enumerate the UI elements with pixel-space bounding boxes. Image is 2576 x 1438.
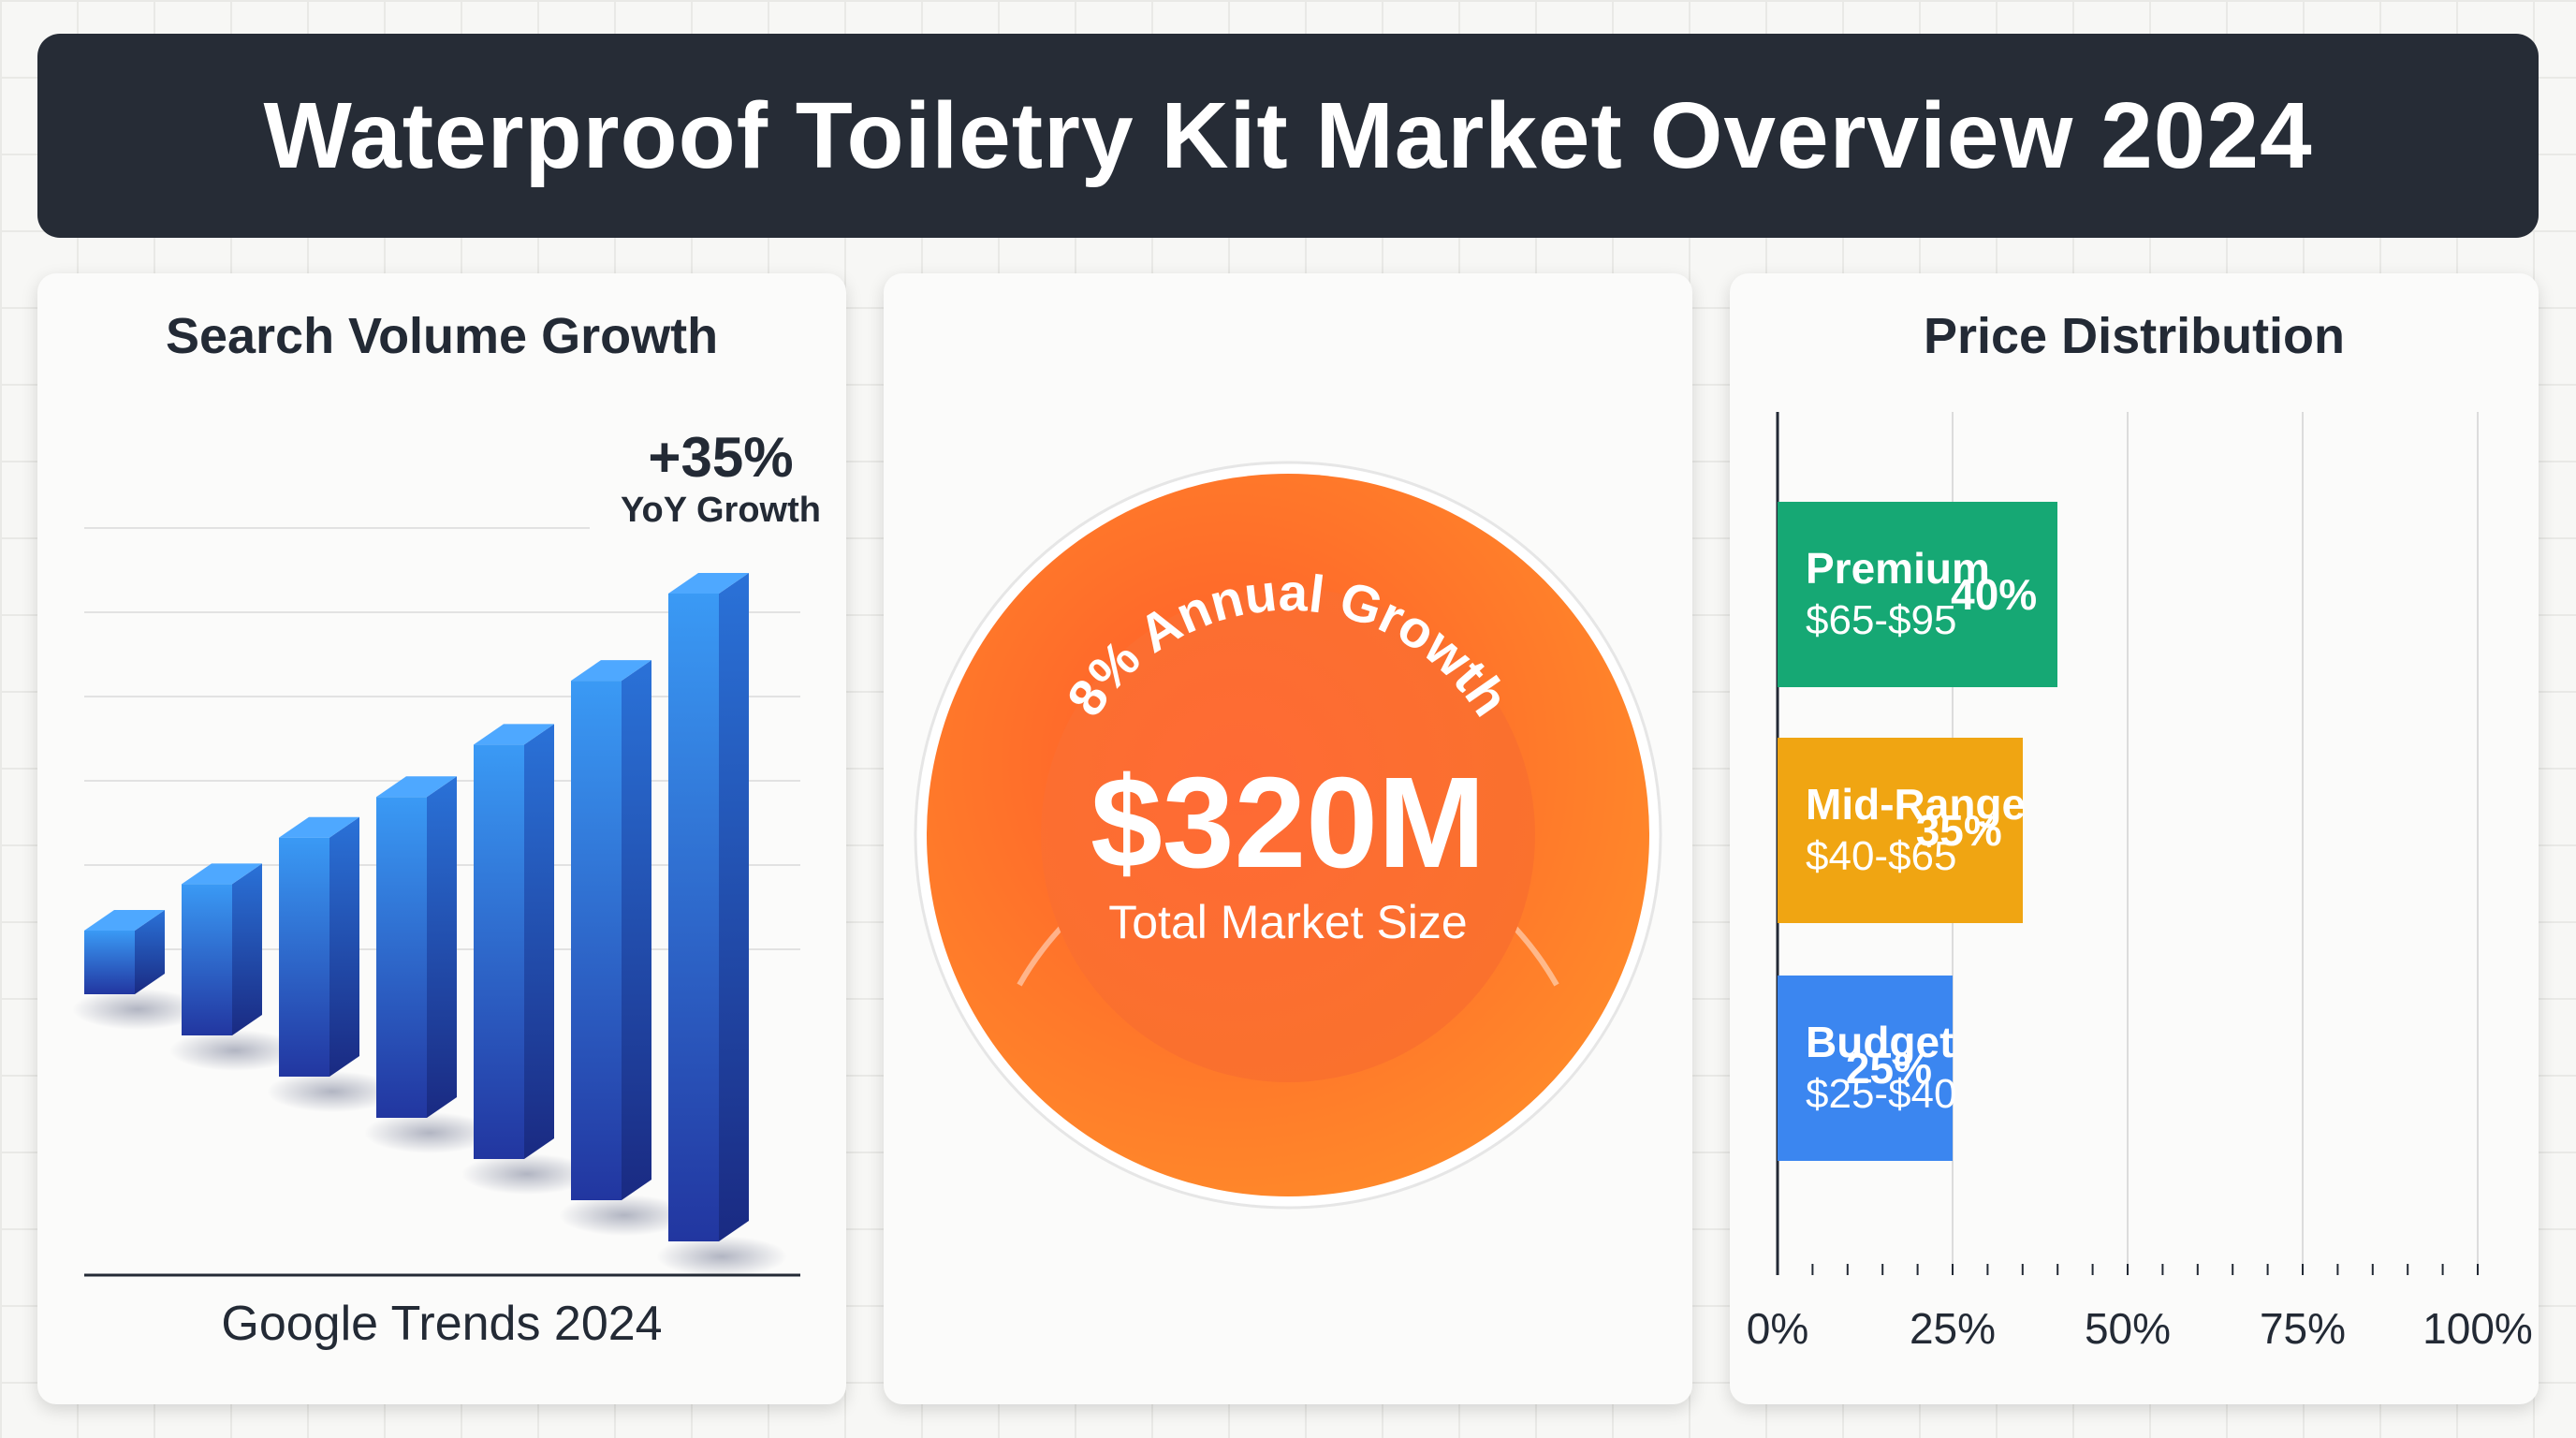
page-title: Waterproof Toiletry Kit Market Overview …: [263, 82, 2313, 188]
yoy-growth-value: +35%: [648, 426, 794, 489]
search-caption: Google Trends 2024: [221, 1297, 663, 1351]
price-tick-label: 0%: [1746, 1304, 1809, 1353]
search-volume-bar: [169, 863, 300, 1071]
search-volume-panel: Search Volume Growth +35% YoY Growth Goo…: [37, 273, 846, 1404]
price-bar-mid-range: Mid-Range $40-$65 35%: [1778, 738, 2027, 923]
search-volume-bar: [559, 660, 690, 1236]
market-size-badge: 8% Annual Growth: [914, 461, 1662, 1210]
search-volume-chart: [72, 527, 800, 1277]
market-size-value: $320M: [1090, 751, 1486, 895]
market-size-label: Total Market Size: [1108, 896, 1468, 948]
badge-inner-circle: [1041, 588, 1535, 1082]
price-tick-label: 100%: [2422, 1304, 2533, 1353]
price-bar-name: Premium: [1806, 544, 1990, 593]
price-bar-premium: Premium $65-$95 40%: [1778, 502, 2058, 687]
price-bar-range: $65-$95: [1806, 597, 1957, 643]
price-bar-range: $25-$40: [1806, 1071, 1957, 1117]
search-volume-title: Search Volume Growth: [165, 308, 719, 364]
price-bar-percent: 40%: [1951, 570, 2038, 619]
search-volume-bar: [461, 724, 593, 1195]
search-volume-bar: [72, 910, 203, 1030]
title-bar: Waterproof Toiletry Kit Market Overview …: [37, 34, 2539, 238]
price-tick-label: 50%: [2084, 1304, 2172, 1353]
price-bar-name: Budget: [1806, 1018, 1954, 1066]
yoy-growth-label: YoY Growth: [621, 491, 821, 530]
price-tick-label: 25%: [1909, 1304, 1997, 1353]
market-size-panel: 8% Annual Growth $320M Total Market Size: [884, 273, 1692, 1404]
search-volume-bar: [364, 776, 495, 1153]
price-bar-budget: Budget $25-$40 25%: [1778, 976, 1957, 1161]
search-volume-bar: [656, 573, 787, 1277]
price-bar-percent: 25%: [1845, 1044, 1932, 1093]
price-bar-percent: 35%: [1915, 806, 2002, 855]
price-distribution-title: Price Distribution: [1923, 308, 2346, 364]
price-distribution-panel: Price Distribution Premium $65-$95 40% Mid-…: [1730, 273, 2539, 1404]
price-tick-label: 75%: [2259, 1304, 2347, 1353]
price-bar-range: $40-$65: [1806, 833, 1957, 879]
price-bar-name: Mid-Range: [1806, 780, 2027, 829]
search-volume-bar: [267, 816, 398, 1112]
